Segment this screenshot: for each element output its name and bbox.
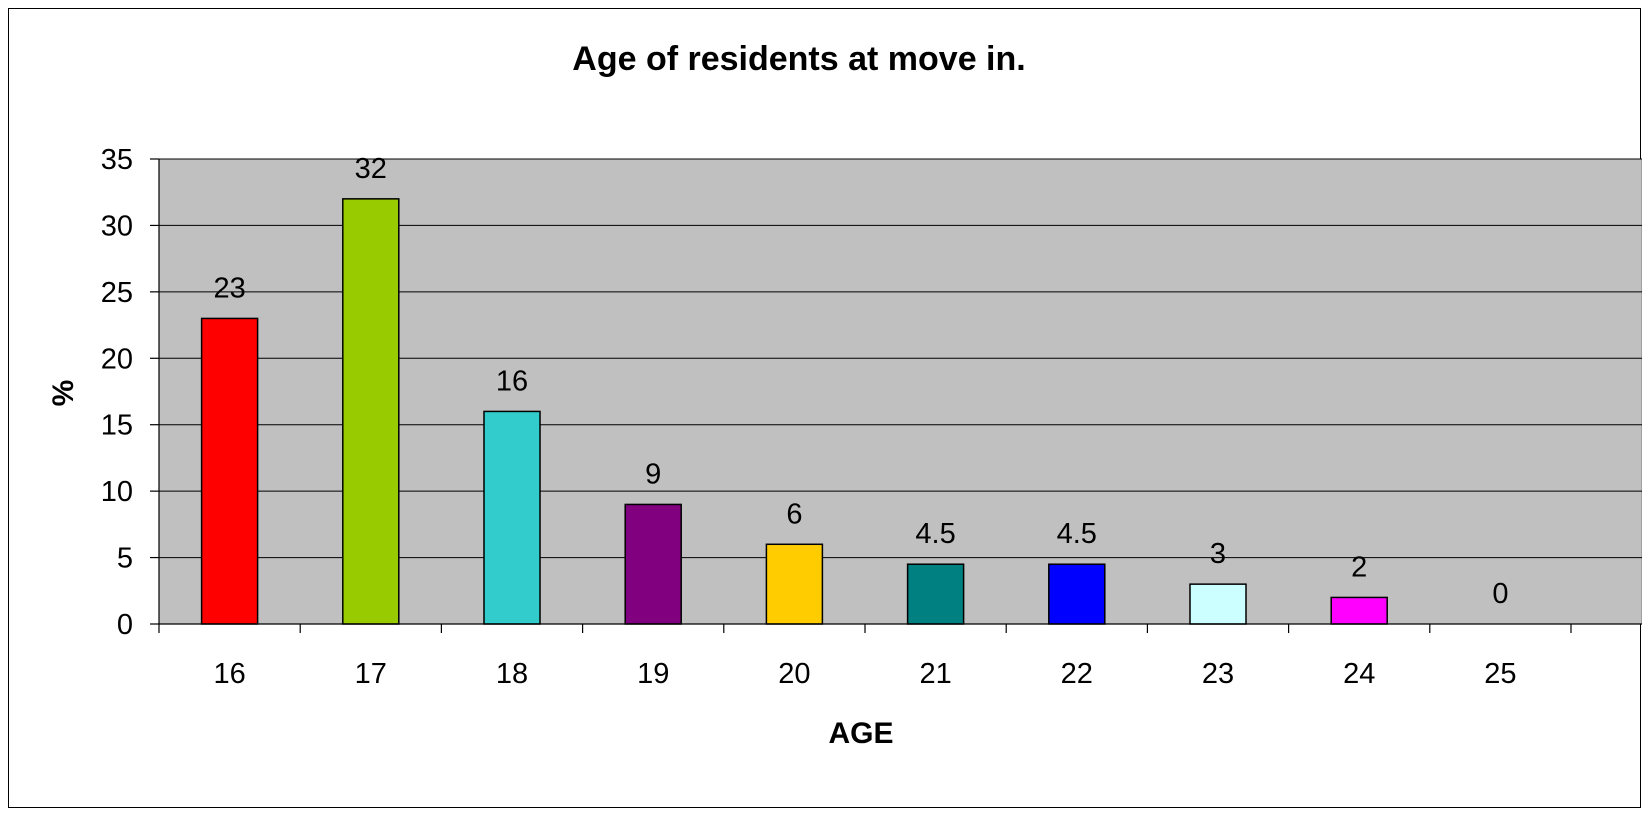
chart-title: Age of residents at move in. [572, 40, 1025, 78]
chart-frame: Age of residents at move in. 0 5 10 15 20 25 3… [8, 8, 1642, 808]
x-tick-label: 24 [1343, 658, 1375, 690]
x-tick-label: 16 [213, 658, 245, 690]
bar-24 [1330, 596, 1388, 625]
bar-chart: Age of residents at move in. 05101520253… [47, 40, 1642, 750]
bar-20 [765, 543, 824, 625]
x-tick-label: 25 [1484, 658, 1516, 690]
y-tick-label: 10 [101, 476, 133, 508]
bar-21 [906, 563, 965, 625]
bar-18 [483, 410, 541, 625]
x-axis-title: AGE [828, 717, 893, 750]
x-tick-label: 19 [637, 658, 669, 690]
bar-19 [624, 503, 682, 625]
y-tick-label: 15 [101, 410, 133, 442]
data-label-19: 9 [645, 458, 661, 490]
data-label-23: 3 [1210, 538, 1226, 570]
bar-23 [1189, 583, 1247, 625]
y-tick-label: 25 [101, 277, 133, 309]
y-tick-label: 0 [117, 609, 133, 641]
data-label-18: 16 [496, 365, 528, 397]
data-label-20: 6 [786, 498, 802, 530]
x-tick-label: 23 [1202, 658, 1234, 690]
y-tick-label: 20 [101, 343, 133, 375]
y-tick-label: 30 [101, 210, 133, 242]
data-label-24: 2 [1351, 551, 1367, 583]
data-label-25: 0 [1492, 578, 1508, 610]
data-label-17: 32 [355, 153, 387, 185]
plot-area [158, 158, 1642, 625]
data-label-22: 4.5 [1057, 518, 1097, 550]
bars [200, 198, 1388, 625]
bar-17 [342, 198, 400, 625]
x-tick-label: 18 [496, 658, 528, 690]
gridlines [159, 158, 1642, 559]
y-tick-label: 35 [101, 144, 133, 176]
x-tick-label: 21 [919, 658, 951, 690]
y-tick-label: 5 [117, 543, 133, 575]
bar-22 [1048, 563, 1106, 625]
data-label-16: 23 [213, 272, 245, 304]
x-tick-label: 22 [1061, 658, 1093, 690]
y-axis-title: % [47, 380, 80, 407]
x-tick-label: 17 [355, 658, 387, 690]
data-label-21: 4.5 [915, 518, 955, 550]
x-tick-label: 20 [778, 658, 810, 690]
bar-16 [200, 317, 259, 625]
